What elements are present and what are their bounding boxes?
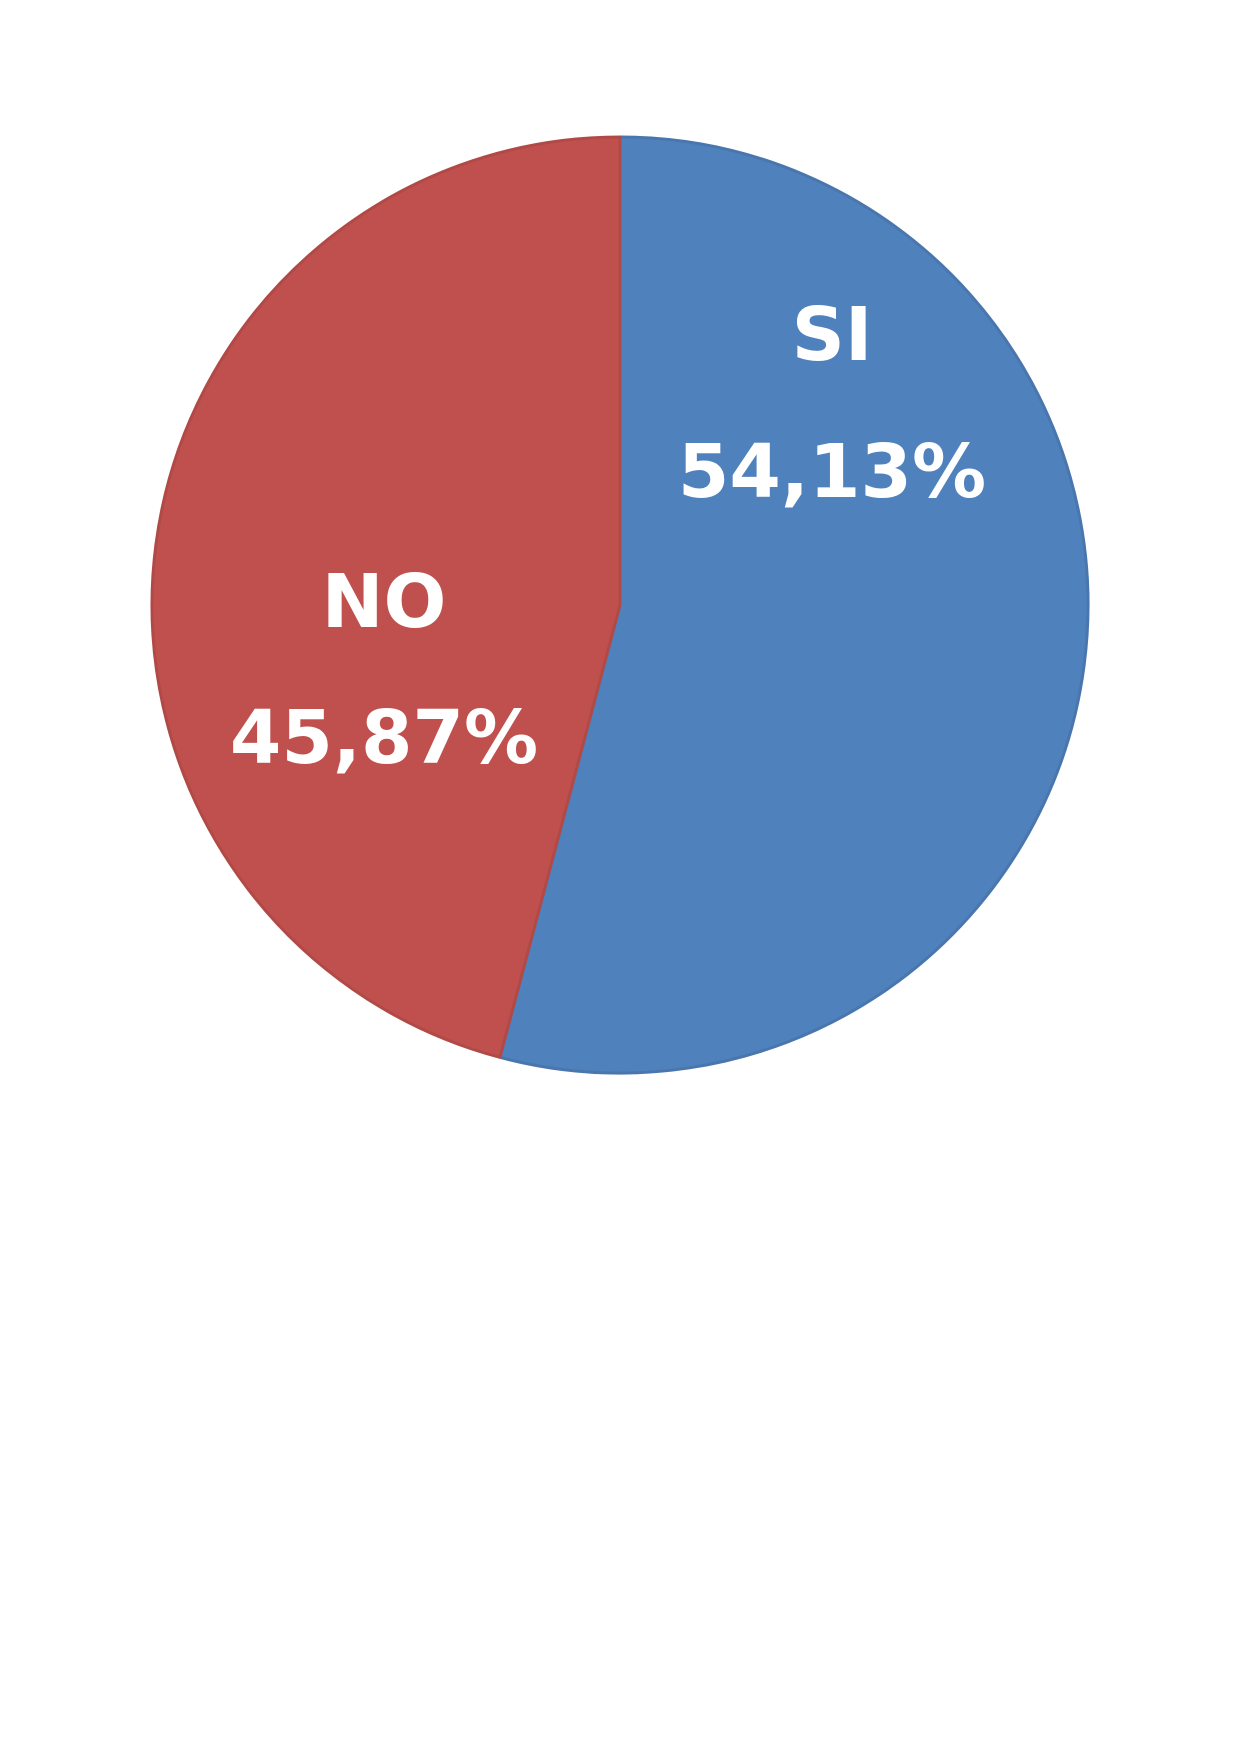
pie-slice-no bbox=[150, 135, 622, 1059]
pie-slices bbox=[150, 135, 1090, 1075]
pie-slice-si bbox=[498, 135, 1090, 1075]
pie-labels: SI 54,13% NO 45,87% bbox=[230, 292, 986, 781]
slice-label-si-category: SI bbox=[792, 292, 873, 378]
slice-label-no-category: NO bbox=[322, 559, 447, 645]
slice-label-no-value: 45,87% bbox=[230, 695, 538, 781]
slice-label-si-value: 54,13% bbox=[678, 429, 986, 515]
